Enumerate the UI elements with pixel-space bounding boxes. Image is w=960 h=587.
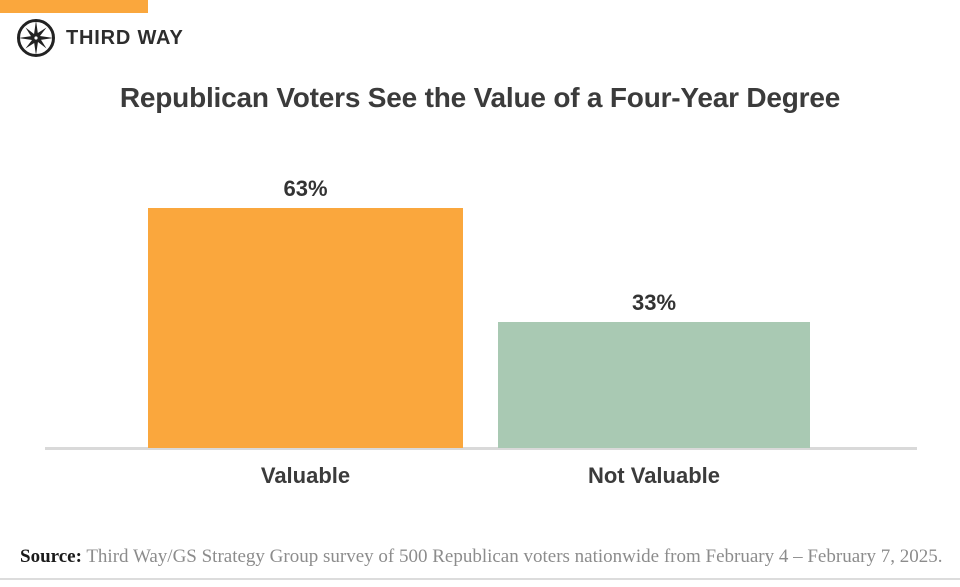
logo-wordmark: THIRD WAY <box>66 26 184 49</box>
x-axis-label-not-valuable: Not Valuable <box>587 463 721 488</box>
brand-accent-strip <box>0 0 148 13</box>
source-label: Source: <box>20 546 82 567</box>
source-text: Third Way/GS Strategy Group survey of 50… <box>81 546 943 567</box>
bar-valuable <box>148 208 463 448</box>
x-axis-label-valuable: Valuable <box>260 463 351 488</box>
source-note: Source: Third Way/GS Strategy Group surv… <box>20 546 946 568</box>
bar-value-label: 63% <box>283 176 328 201</box>
bar-group-valuable: 63% <box>148 178 463 448</box>
bar-group-not-valuable: 33% <box>498 292 810 448</box>
chart-title: Republican Voters See the Value of a Fou… <box>119 82 841 113</box>
bottom-divider <box>0 578 960 580</box>
bar-value-label: 33% <box>631 290 677 315</box>
bar-not-valuable <box>498 322 810 448</box>
third-way-logo: THIRD WAY <box>15 17 184 59</box>
compass-star-icon <box>17 19 55 57</box>
x-axis-line <box>45 447 917 450</box>
